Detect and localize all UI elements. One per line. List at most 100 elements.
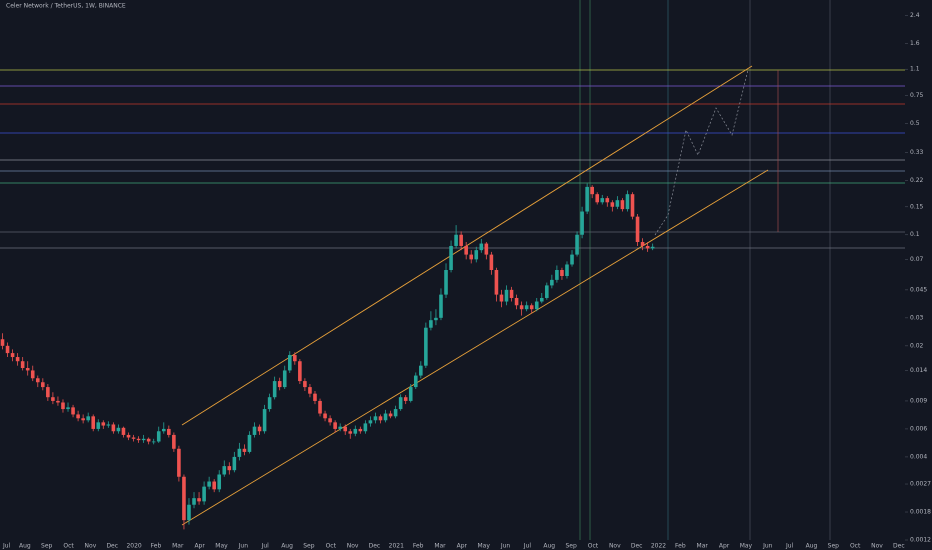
candle-body <box>267 397 272 410</box>
y-tick-label: 0.02 <box>910 342 924 349</box>
x-tick-label: Dec <box>106 543 118 550</box>
candle-body <box>590 186 594 195</box>
candle-body <box>207 481 211 487</box>
x-tick-label: Jul <box>785 543 794 550</box>
candle-body <box>51 397 55 401</box>
x-tick-label: Sep <box>828 543 840 550</box>
candle-body <box>353 428 358 434</box>
x-tick-label: Jul <box>261 543 270 550</box>
channel-lower <box>181 169 769 526</box>
y-tick-label: 0.07 <box>910 256 924 263</box>
x-tick-label: Apr <box>457 543 468 550</box>
candle-body <box>424 327 428 366</box>
candle-body <box>227 466 232 471</box>
candle-body <box>328 418 332 423</box>
candle-body <box>434 317 438 321</box>
y-tick-label: 0.014 <box>910 367 927 374</box>
candle-body <box>595 194 600 203</box>
x-tick-label: Sep <box>565 543 577 550</box>
x-tick-label: Dec <box>631 543 643 550</box>
x-tick-label: Nov <box>871 543 883 550</box>
candle-body <box>15 357 20 362</box>
candle-body <box>454 234 458 246</box>
vertical-lines <box>579 0 831 540</box>
y-tick-label: 0.045 <box>910 286 927 293</box>
candle-body <box>605 198 610 203</box>
candle-body <box>116 427 121 432</box>
candle-body <box>585 186 589 212</box>
candle-body <box>232 456 237 471</box>
x-tick-label: Nov <box>85 543 97 550</box>
candle-body <box>449 245 453 270</box>
x-tick-label: Mar <box>697 543 709 550</box>
candle-body <box>640 242 645 246</box>
y-tick-label: 0.15 <box>910 203 924 210</box>
candle-body <box>383 413 388 421</box>
x-tick-label: Nov <box>347 543 359 550</box>
candle-body <box>91 416 96 429</box>
candle-body <box>167 428 171 435</box>
x-tick-label: Jul <box>2 543 11 550</box>
channel <box>181 65 769 526</box>
x-tick-label: May <box>215 543 228 550</box>
candle-body <box>161 428 166 432</box>
x-tick-label: Jul <box>523 543 532 550</box>
x-tick-label: May <box>477 543 490 550</box>
candles <box>0 183 655 530</box>
y-tick-label: 0.006 <box>910 425 927 432</box>
candle-body <box>156 431 161 442</box>
candle-body <box>565 264 569 277</box>
x-tick-label: Aug <box>281 543 293 550</box>
x-tick-label: May <box>740 543 753 550</box>
candle-body <box>398 397 403 410</box>
candle-body <box>625 194 630 210</box>
candle-body <box>645 245 650 249</box>
candle-body <box>363 423 368 432</box>
x-tick-label: 2020 <box>126 543 141 550</box>
candle-body <box>439 294 443 318</box>
candle-body <box>620 200 625 210</box>
projection-path <box>654 69 749 236</box>
candle-body <box>635 216 640 243</box>
candle-body <box>610 202 615 207</box>
candle-body <box>464 245 468 255</box>
candle-body <box>71 407 75 415</box>
x-tick-label: Mar <box>434 543 446 550</box>
candle-body <box>25 368 30 371</box>
candle-body <box>81 418 85 421</box>
y-tick-label: 0.009 <box>910 397 927 404</box>
candle-body <box>20 361 25 369</box>
candle-body <box>10 353 15 358</box>
candle-body <box>151 441 156 443</box>
candle-body <box>303 381 307 388</box>
candle-body <box>131 437 136 439</box>
x-tick-label: Sep <box>41 543 53 550</box>
candle-body <box>298 361 302 382</box>
x-tick-label: Oct <box>588 543 599 550</box>
channel-upper <box>181 65 753 426</box>
candle-body <box>333 422 337 429</box>
x-tick-label: Oct <box>326 543 337 550</box>
price-axis <box>905 0 932 550</box>
candle-body <box>323 413 327 419</box>
candle-body <box>534 301 539 310</box>
candle-body <box>504 289 509 302</box>
x-tick-label: Feb <box>675 543 686 550</box>
x-tick-label: Dec <box>369 543 381 550</box>
candle-body <box>459 234 463 246</box>
y-tick-label: 0.5 <box>910 120 920 127</box>
y-tick-label: 0.0018 <box>910 509 931 516</box>
candle-body <box>555 270 559 280</box>
chart-title: Celer Network / TetherUS, 1W, BINANCE <box>6 3 126 10</box>
candle-body <box>192 498 196 505</box>
candle-body <box>272 381 277 398</box>
candle-body <box>630 194 635 217</box>
candle-body <box>514 297 519 306</box>
candle-body <box>146 438 151 442</box>
y-tick-label: 0.33 <box>910 149 924 156</box>
y-tick-label: 0.004 <box>910 453 927 460</box>
x-tick-label: Aug <box>806 543 818 550</box>
candle-body <box>519 305 524 310</box>
candle-body <box>30 370 35 379</box>
